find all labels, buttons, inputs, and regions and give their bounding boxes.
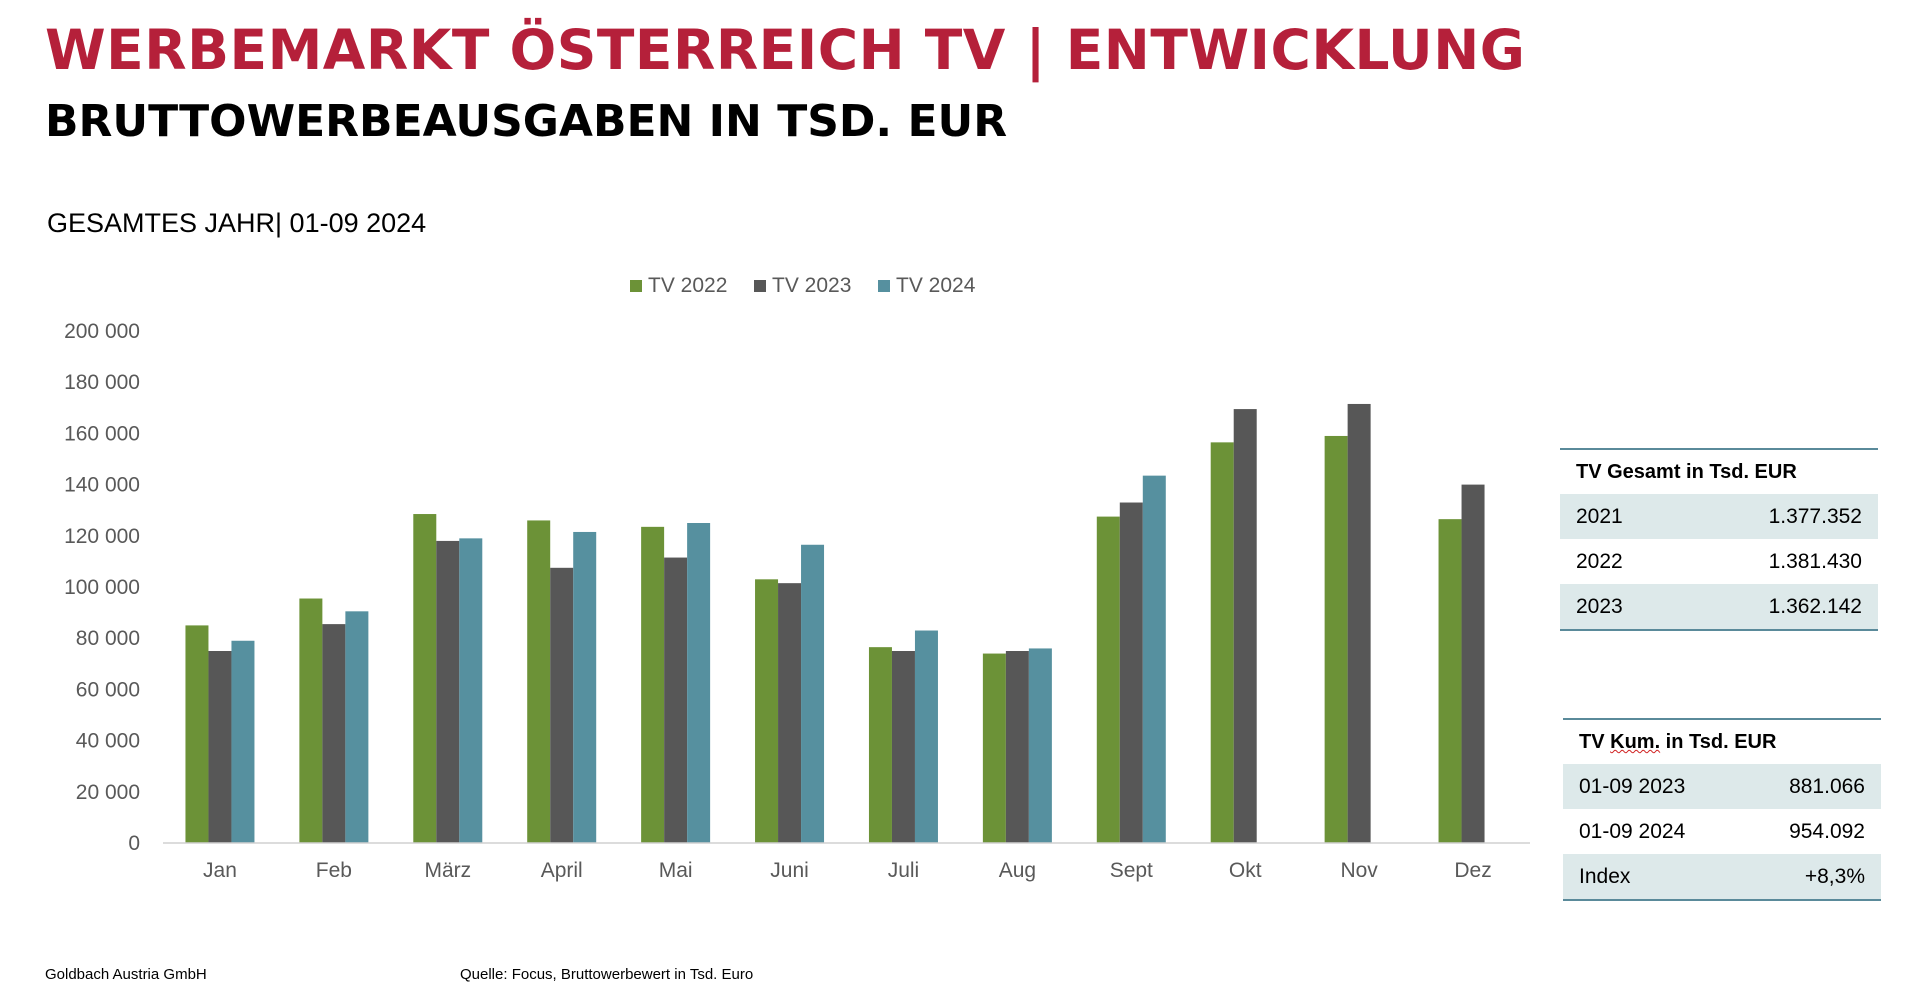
y-tick-label: 200 000 xyxy=(64,320,140,343)
header-part: TV xyxy=(1579,731,1611,753)
total-table: TV Gesamt in Tsd. EUR 2021 1.377.352 202… xyxy=(1560,448,1878,631)
x-tick-label: Sept xyxy=(1110,859,1153,882)
x-tick-label: Nov xyxy=(1340,859,1378,882)
footer-company: Goldbach Austria GmbH xyxy=(45,966,207,983)
y-tick-label: 120 000 xyxy=(64,525,140,548)
bar xyxy=(208,651,232,843)
bar xyxy=(1233,409,1257,843)
row-value: 881.066 xyxy=(1789,775,1865,798)
y-tick-label: 80 000 xyxy=(76,627,140,650)
row-value: +8,3% xyxy=(1804,865,1865,888)
bar xyxy=(1028,648,1052,843)
bar xyxy=(573,531,597,843)
bar xyxy=(1210,442,1234,843)
row-label: Index xyxy=(1579,865,1631,888)
legend-swatch xyxy=(754,280,766,292)
period-label: GESAMTES JAHR| 01-09 2024 xyxy=(47,208,427,238)
x-tick-label: April xyxy=(541,859,583,882)
y-tick-label: 180 000 xyxy=(64,371,140,394)
bar-series xyxy=(185,403,1485,843)
legend-label: TV 2024 xyxy=(896,274,976,297)
x-tick-label: Mai xyxy=(659,859,693,882)
bar xyxy=(801,544,825,843)
bar-chart: TV 2022 TV 2023 TV 2024 0 20 000 40 000 60 00… xyxy=(64,274,1530,882)
bar xyxy=(982,653,1006,843)
x-tick-label: Aug xyxy=(999,859,1036,882)
row-label: 2022 xyxy=(1576,550,1623,573)
bar xyxy=(322,624,346,843)
y-tick-label: 60 000 xyxy=(76,678,140,701)
bar xyxy=(413,514,437,843)
bar xyxy=(550,567,574,843)
y-tick-label: 40 000 xyxy=(76,730,140,753)
y-tick-label: 0 xyxy=(128,832,140,855)
row-value: 954.092 xyxy=(1789,820,1865,843)
bar xyxy=(299,598,323,843)
y-tick-label: 140 000 xyxy=(64,474,140,497)
table-row: 01-09 2024 954.092 xyxy=(1563,809,1881,854)
y-tick-label: 20 000 xyxy=(76,781,140,804)
x-tick-label: Feb xyxy=(316,859,352,882)
bar xyxy=(1461,484,1485,843)
bar xyxy=(459,538,483,843)
row-value: 1.362.142 xyxy=(1768,595,1862,618)
bar xyxy=(687,523,711,843)
bar xyxy=(231,640,255,843)
bar xyxy=(914,630,938,843)
bar xyxy=(1347,403,1371,843)
cumulative-table: TV Kum. in Tsd. EUR 01-09 2023 881.066 0… xyxy=(1563,718,1881,901)
bar xyxy=(868,647,892,843)
row-label: 2023 xyxy=(1576,595,1623,618)
bar xyxy=(436,540,460,843)
legend-label: TV 2022 xyxy=(648,274,727,297)
x-tick-label: Okt xyxy=(1229,859,1262,882)
legend-swatch xyxy=(630,280,642,292)
table-row: 2023 1.362.142 xyxy=(1560,584,1878,631)
bar xyxy=(1119,502,1143,843)
row-label: 01-09 2023 xyxy=(1579,775,1686,798)
x-axis: Jan Feb März April Mai Juni Juli Aug Sept Okt Nov D… xyxy=(163,842,1530,882)
y-tick-label: 100 000 xyxy=(64,576,140,599)
page-subtitle: BRUTTOWERBEAUSGABEN IN TSD. EUR xyxy=(45,96,1008,147)
x-tick-label: Dez xyxy=(1454,859,1491,882)
table-row: 2021 1.377.352 xyxy=(1560,494,1878,539)
bar xyxy=(891,651,915,843)
y-axis: 0 20 000 40 000 60 000 80 000 100 000 120 000 1… xyxy=(64,320,140,855)
table-row: Index +8,3% xyxy=(1563,854,1881,901)
footer-source: Quelle: Focus, Bruttowerbewert in Tsd. E… xyxy=(460,966,754,983)
cumulative-table-header: TV Kum. in Tsd. EUR xyxy=(1563,718,1881,764)
row-value: 1.377.352 xyxy=(1768,505,1862,528)
bar xyxy=(641,526,665,843)
x-tick-label: Jan xyxy=(203,859,237,882)
bar xyxy=(1324,435,1348,843)
bar xyxy=(527,520,551,843)
header-part-kum: Kum. xyxy=(1610,731,1661,753)
bar xyxy=(185,625,209,843)
x-tick-label: März xyxy=(424,859,471,882)
x-tick-label: Juli xyxy=(888,859,920,882)
bar xyxy=(778,583,802,843)
row-value: 1.381.430 xyxy=(1768,550,1862,573)
row-label: 2021 xyxy=(1576,505,1623,528)
legend-swatch xyxy=(878,280,890,292)
bar xyxy=(755,579,779,843)
x-tick-label: Juni xyxy=(770,859,809,882)
bar xyxy=(1142,475,1166,843)
bar xyxy=(664,557,688,843)
bar xyxy=(1438,519,1462,843)
total-table-header: TV Gesamt in Tsd. EUR xyxy=(1560,448,1878,494)
y-tick-label: 160 000 xyxy=(64,422,140,445)
bar xyxy=(1096,516,1120,843)
chart-legend: TV 2022 TV 2023 TV 2024 xyxy=(630,274,976,297)
bar xyxy=(345,611,369,843)
header-part: in Tsd. EUR xyxy=(1660,731,1777,753)
legend-label: TV 2023 xyxy=(772,274,851,297)
table-row: 2022 1.381.430 xyxy=(1560,539,1878,584)
page-title: WERBEMARKT ÖSTERREICH TV | ENTWICKLUNG xyxy=(45,18,1526,82)
table-row: 01-09 2023 881.066 xyxy=(1563,764,1881,809)
bar xyxy=(1005,651,1029,843)
row-label: 01-09 2024 xyxy=(1579,820,1686,843)
